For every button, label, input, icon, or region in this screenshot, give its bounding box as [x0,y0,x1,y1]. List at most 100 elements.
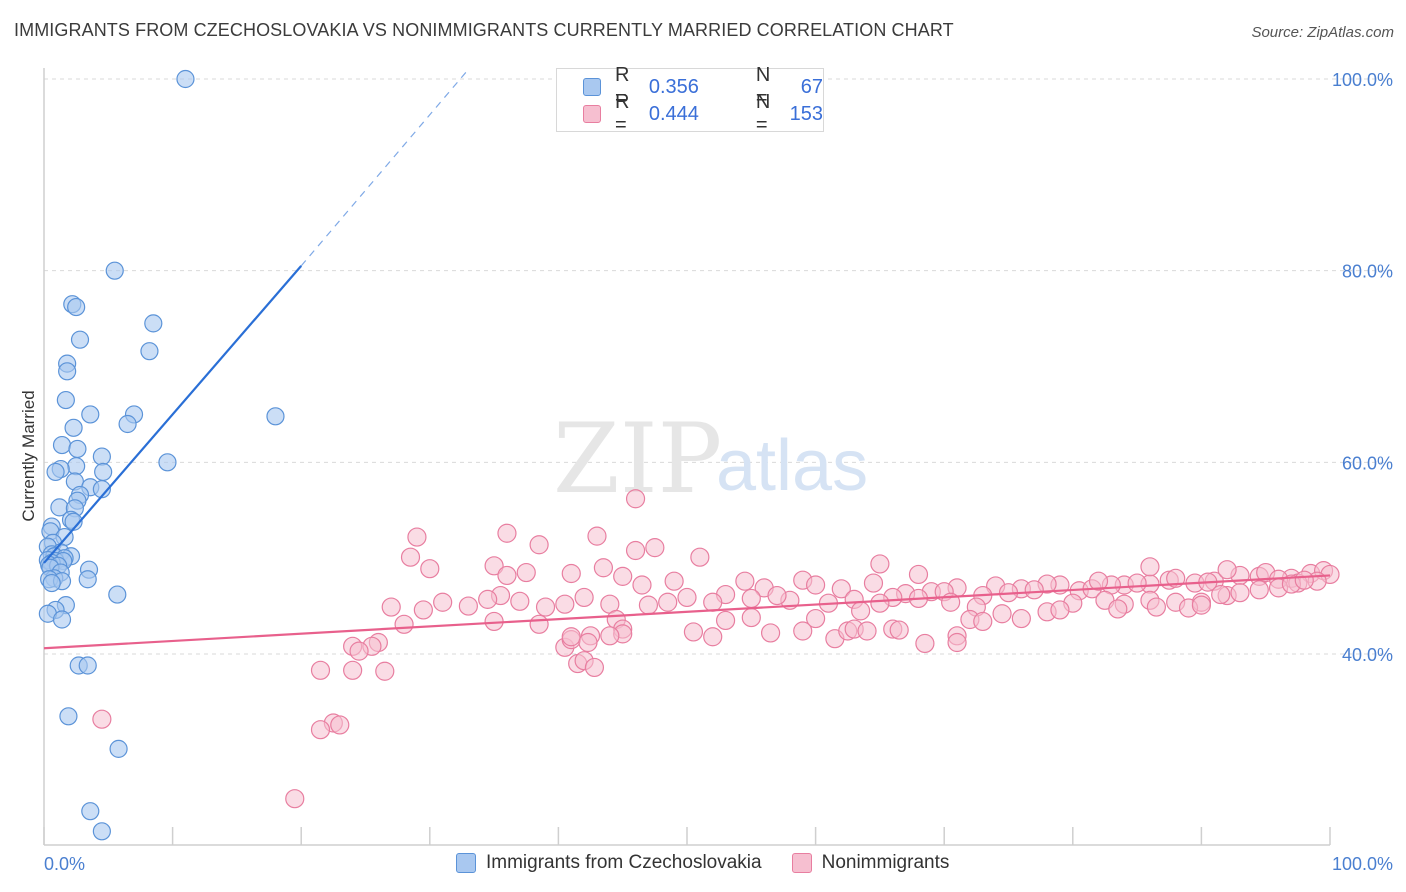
point-nonimmigrants-6 [400,547,421,567]
point-nonimmigrants-86 [715,610,736,631]
point-nonimmigrants-43 [1217,560,1237,580]
point-nonimmigrants-104 [1230,583,1250,603]
point-nonimmigrants-122 [1108,599,1128,619]
point-nonimmigrants-110 [683,622,704,642]
x-tick-marks [43,827,1331,845]
legend-swatch-blue [583,78,602,96]
point-immigrants-15 [52,435,72,455]
point-nonimmigrants-72 [555,594,575,614]
x-tick-labels: 0.0% 100.0% [44,854,1393,874]
point-nonimmigrants-67 [677,587,697,608]
point-immigrants-16 [68,439,87,459]
point-nonimmigrants-109 [703,627,723,647]
point-immigrants-14 [64,418,83,437]
point-immigrants-6 [140,342,159,361]
point-nonimmigrants-152 [497,523,517,543]
trend-line-nonimmigrants [43,574,1331,650]
point-nonimmigrants-9 [420,559,440,579]
point-immigrants-21 [46,462,65,482]
point-nonimmigrants-142 [584,657,605,678]
legend-row-blue: R = 0.356 N = 67 [557,64,823,109]
point-nonimmigrants-89 [851,601,871,621]
legend-n-value-pink: 153 [789,102,824,125]
point-nonimmigrants-112 [793,621,813,641]
point-nonimmigrants-22 [805,575,826,595]
point-nonimmigrants-20 [632,575,652,595]
point-nonimmigrants-2 [587,526,607,546]
point-nonimmigrants-54 [1024,580,1044,600]
point-nonimmigrants-135 [561,627,581,647]
point-immigrants-0 [176,69,195,89]
point-nonimmigrants-19 [664,571,684,591]
point-nonimmigrants-0 [625,489,646,509]
legend-swatch-immigrants [456,853,476,873]
point-nonimmigrants-71 [574,587,594,608]
point-nonimmigrants-13 [497,565,517,586]
point-nonimmigrants-148 [330,715,350,735]
point-nonimmigrants-18 [735,571,755,591]
point-nonimmigrants-66 [703,592,723,612]
point-immigrants-22 [94,462,113,482]
legend-n-label-pink: N = [755,91,771,136]
point-nonimmigrants-87 [741,607,761,628]
point-immigrants-56 [108,585,127,604]
point-nonimmigrants-81 [394,614,414,634]
point-nonimmigrants-24 [831,579,851,599]
point-nonimmigrants-116 [889,620,909,640]
point-nonimmigrants-123 [1146,597,1166,617]
point-nonimmigrants-150 [92,709,112,729]
point-nonimmigrants-35 [1166,568,1186,588]
point-immigrants-53 [78,570,97,589]
legend-r-label-pink: R = [615,91,630,136]
series-immigrants-czechoslovakia [38,69,285,841]
point-nonimmigrants-68 [658,592,678,612]
point-nonimmigrants-63 [767,585,787,606]
chart-title: IMMIGRANTS FROM CZECHOSLOVAKIA VS NONIMM… [14,20,954,40]
point-nonimmigrants-52 [1088,571,1109,591]
point-nonimmigrants-78 [433,592,453,612]
point-nonimmigrants-50 [1127,573,1147,593]
watermark: ZIP atlas [553,403,868,515]
grid-lines [44,78,1395,655]
y-axis-label: Currently Married [19,390,38,521]
point-nonimmigrants-88 [805,608,826,629]
point-immigrants-8 [58,362,77,381]
trend-line-immigrants-extension [300,69,469,267]
point-nonimmigrants-151 [285,789,305,809]
point-nonimmigrants-5 [625,540,646,561]
y-tick-label-1: 60.0% [1342,453,1393,473]
point-nonimmigrants-95 [1011,608,1031,629]
point-nonimmigrants-137 [310,660,331,680]
point-immigrants-12 [266,407,285,426]
point-immigrants-3 [67,297,86,317]
point-nonimmigrants-136 [578,632,598,653]
point-nonimmigrants-130 [349,641,369,661]
legend-label-nonimmigrants: Nonimmigrants [821,852,950,873]
point-immigrants-60 [52,610,72,629]
legend-r-label-blue: R = [615,64,630,109]
point-nonimmigrants-117 [915,633,935,654]
point-immigrants-13 [118,414,137,434]
point-immigrants-5 [70,330,90,349]
trend-line-immigrants [43,265,303,564]
point-nonimmigrants-77 [458,596,478,616]
point-nonimmigrants-12 [516,562,536,583]
y-tick-labels: 40.0% 60.0% 80.0% 100.0% [1332,70,1393,665]
point-nonimmigrants-10 [593,558,614,578]
point-nonimmigrants-15 [613,566,633,586]
legend-swatch-pink [583,105,602,123]
point-nonimmigrants-76 [478,589,498,609]
point-nonimmigrants-21 [863,573,884,593]
point-immigrants-18 [158,453,177,472]
point-nonimmigrants-90 [870,593,890,613]
y-tick-label-3: 100.0% [1332,70,1393,90]
point-nonimmigrants-69 [638,595,659,615]
source-label: Source: ZipAtlas.com [1251,24,1394,41]
legend-r-value-blue: 0.356 [648,75,699,98]
legend-item-immigrants: Immigrants from Czechoslovakia [456,852,762,874]
point-nonimmigrants-3 [529,535,549,555]
legend-n-value-blue: 67 [800,75,823,98]
point-immigrants-62 [78,656,97,675]
point-nonimmigrants-125 [1191,595,1212,615]
